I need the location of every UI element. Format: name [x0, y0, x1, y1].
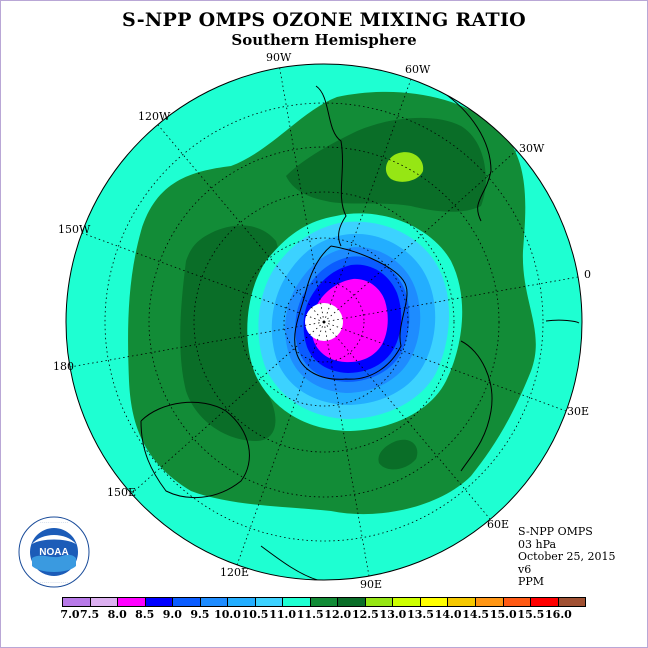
lon-label-120w: 120W [138, 110, 171, 123]
colorbar-swatch-10.5 [255, 598, 284, 606]
info-date: October 25, 2015 [518, 550, 616, 563]
latitude-circle-5 [104, 102, 544, 542]
coastline-antarctica [294, 245, 408, 380]
svg-text:· · · · · · · · · · · · · ·: · · · · · · · · · · · · · · [40, 521, 67, 525]
latitude-circle-2 [239, 237, 409, 407]
colorbar-tick-label: 7.0 [60, 608, 80, 621]
lon-label-60e: 60E [487, 518, 510, 531]
coastline-australia [140, 401, 250, 499]
map-title: S-NPP OMPS OZONE MIXING RATIO [121, 9, 527, 31]
noaa-logo-text: NOAA [39, 547, 68, 558]
info-version: v6 [518, 562, 532, 576]
colorbar-tick-label: 16.0 [545, 608, 572, 621]
lon-label-150w: 150W [58, 223, 91, 236]
colorbar-swatch-8.5 [145, 598, 174, 606]
coastline-south-america [315, 85, 347, 247]
meridian-90w [278, 64, 325, 323]
colorbar-tick-label: 13.0 [379, 608, 407, 621]
colorbar-tick-label: 10.5 [241, 608, 269, 621]
colorbar-swatch-9.0 [173, 598, 201, 606]
colorbar-swatches [62, 597, 586, 607]
colorbar-tick-label: 13.5 [407, 608, 434, 621]
latitude-circle-3 [193, 191, 455, 453]
colorbar-swatch-11.0 [283, 598, 311, 606]
latitude-circle-4 [148, 146, 500, 498]
latitude-circle-1 [283, 281, 365, 363]
colorbar-swatch-8.0 [118, 598, 146, 606]
colorbar-swatch-7.5 [90, 598, 119, 606]
colorbar-swatch-13.5 [420, 598, 449, 606]
colorbar-tick-label: 12.0 [324, 608, 352, 621]
colorbar-tick-label: 9.5 [190, 608, 210, 621]
colorbar-tick-label: 15.5 [517, 608, 545, 621]
colorbar-tick-label: 11.0 [269, 608, 297, 621]
info-units: PPM [518, 575, 545, 588]
colorbar-tick-label: 10.0 [214, 608, 241, 621]
lon-label-120e: 120E [220, 566, 250, 579]
coastline-indian-ocean [460, 340, 493, 472]
lon-label-0: 0 [584, 268, 591, 281]
contour-band-12-5 [385, 152, 424, 182]
contour-band-12-0-north [286, 117, 486, 212]
coastline-east-asia [260, 545, 322, 580]
colorbar-tick-label: 14.5 [462, 608, 490, 621]
colorbar-swatch-11.5 [310, 598, 339, 606]
lon-label-150e: 150E [107, 486, 137, 499]
colorbar-tick-label: 9.0 [162, 608, 182, 621]
lon-label-90w: 90W [266, 51, 292, 64]
lon-label-90e: 90E [360, 578, 383, 591]
contour-band-12-0-east [378, 439, 418, 470]
colorbar-swatch-7.0 [63, 598, 91, 606]
colorbar-tick-label: 8.0 [107, 608, 127, 621]
svg-text:· · · · · · · · · · · · · ·: · · · · · · · · · · · · · · [40, 581, 67, 585]
colorbar-swatch-14.5 [475, 598, 504, 606]
info-instrument: S-NPP OMPS [518, 525, 593, 538]
colorbar-swatch-15.5 [531, 598, 559, 606]
info-block: S-NPP OMPS 03 hPa October 25, 2015 v6 PP… [518, 525, 616, 589]
noaa-logo: NOAA · · · · · · · · · · · · · · · · · ·… [18, 516, 90, 588]
colorbar-tick-label: 8.5 [135, 608, 155, 621]
colorbar-swatch-16.0 [558, 598, 586, 606]
lon-label-30e: 30E [567, 405, 590, 418]
colorbar-swatch-14.0 [448, 598, 476, 606]
colorbar-swatch-12.5 [365, 598, 394, 606]
colorbar-tick-label: 15.0 [489, 608, 517, 621]
colorbar-tick-label: 12.5 [351, 608, 379, 621]
map-boundary [65, 63, 583, 581]
colorbar-tick-label: 11.5 [296, 608, 324, 621]
colorbar-swatch-15.0 [503, 598, 532, 606]
lon-label-30w: 30W [519, 142, 545, 155]
lon-label-60w: 60W [405, 63, 431, 76]
coastline-africa [440, 90, 492, 222]
map-subtitle: Southern Hemisphere [231, 31, 417, 49]
contour-band-8-0 [311, 278, 388, 363]
contour-band-12-0-west [180, 225, 281, 441]
colorbar-tick-label: 14.0 [434, 608, 462, 621]
coastline-east-africa [545, 319, 580, 324]
colorbar-swatch-13.0 [393, 598, 421, 606]
lon-label-180: 180 [53, 360, 74, 373]
colorbar-tick-label: 7.5 [80, 608, 100, 621]
info-level: 03 hPa [518, 537, 557, 551]
colorbar: 7.0 7.5 8.0 8.5 9.0 9.5 10.0 10.5 11.0 11.5 12.0 12… [60, 597, 586, 629]
colorbar-swatch-9.5 [200, 598, 229, 606]
colorbar-swatch-10.0 [228, 598, 256, 606]
colorbar-swatch-12.0 [338, 598, 366, 606]
